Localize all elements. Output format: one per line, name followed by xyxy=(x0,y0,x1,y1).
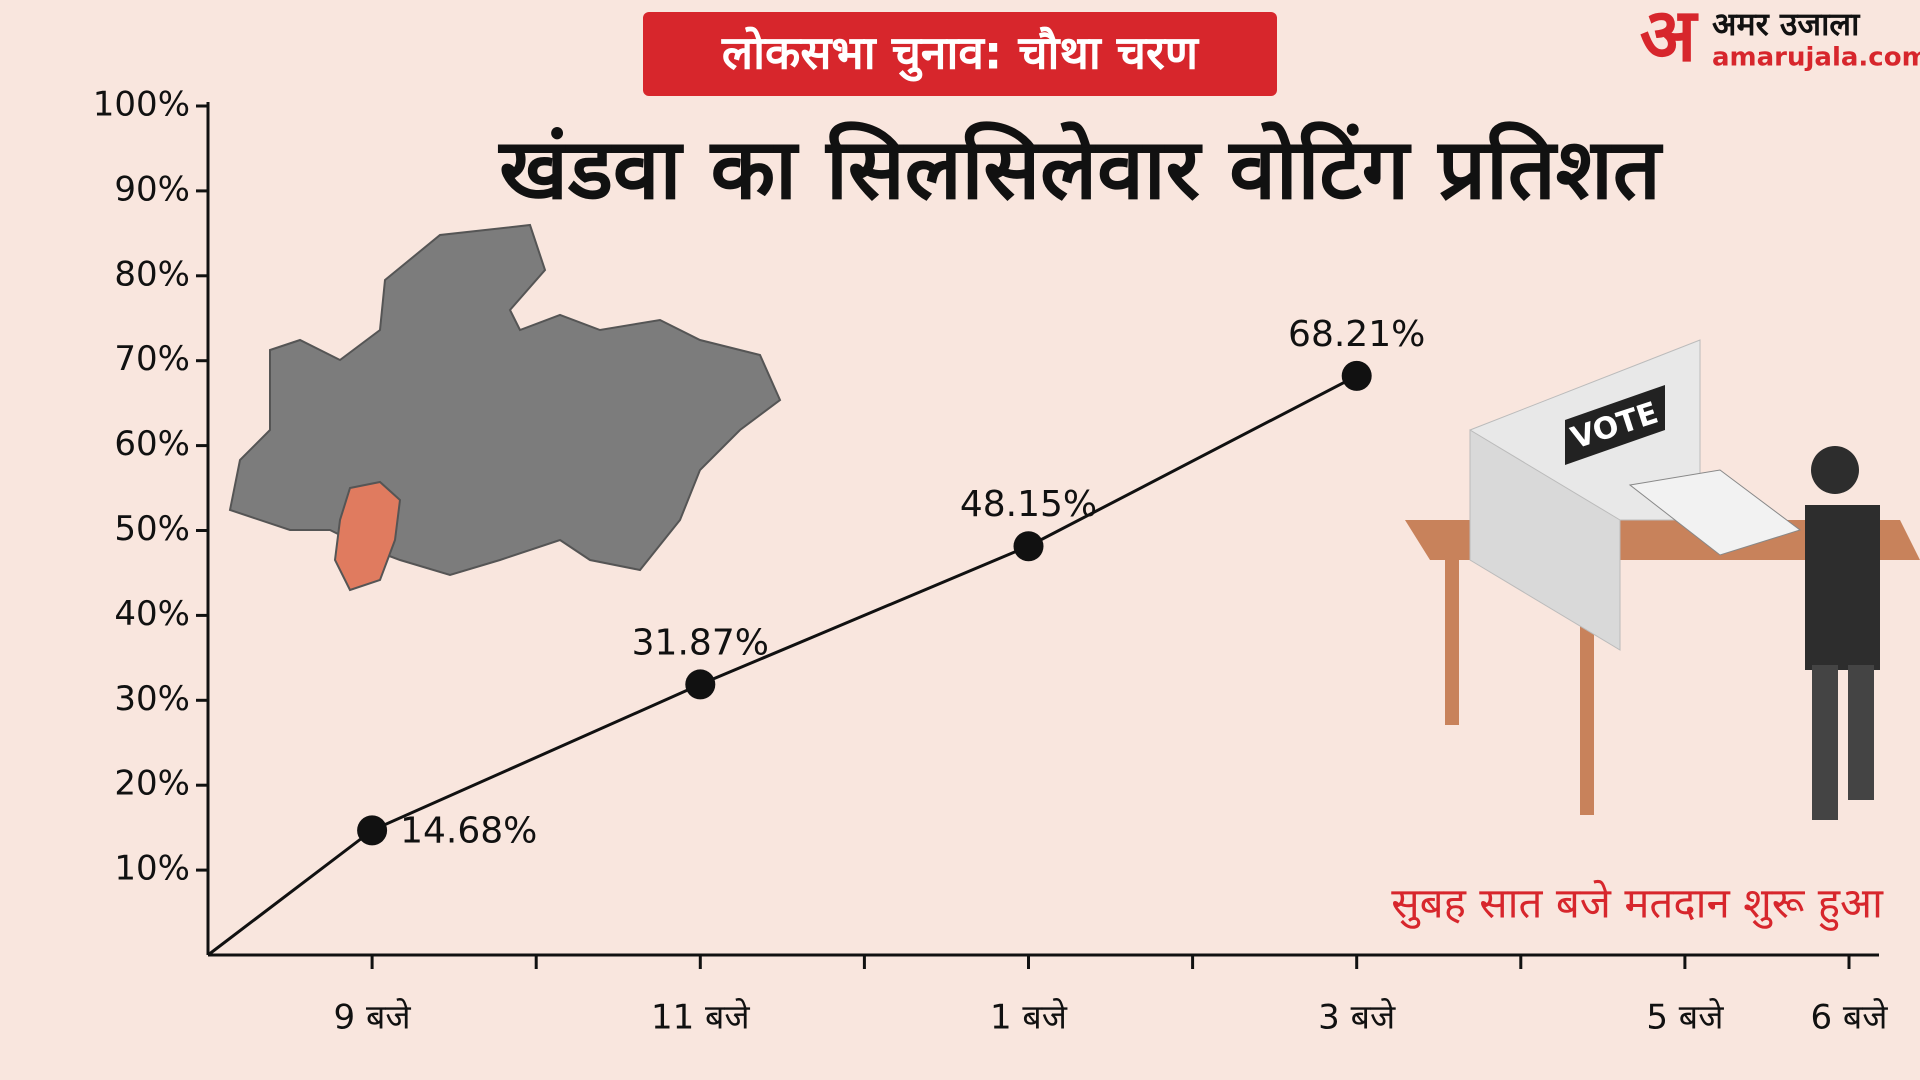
x-tick-label: 1 बजे xyxy=(990,998,1068,1038)
logo-site: amarujala.com xyxy=(1712,43,1920,73)
evm xyxy=(1628,469,1802,556)
data-point xyxy=(1013,531,1044,562)
voter-leg xyxy=(1848,665,1874,800)
voter-body xyxy=(1805,505,1880,670)
y-tick-label: 20% xyxy=(114,764,190,804)
y-tick-label: 70% xyxy=(114,339,190,379)
value-label: 14.68% xyxy=(400,810,537,851)
y-tick-label: 30% xyxy=(114,679,190,719)
x-tick-label: 9 बजे xyxy=(334,998,412,1038)
y-tick-label: 60% xyxy=(114,424,190,464)
table-leg xyxy=(1445,560,1459,725)
booth-sign xyxy=(1565,385,1665,465)
badge-text: लोकसभा चुनाव: चौथा चरण xyxy=(721,26,1200,83)
voter-head xyxy=(1811,446,1859,494)
map-district xyxy=(333,480,402,592)
value-label: 31.87% xyxy=(632,622,769,663)
data-point xyxy=(357,815,388,846)
y-tick-label: 40% xyxy=(114,594,190,634)
badge xyxy=(643,12,1277,96)
y-tick-label: 50% xyxy=(114,509,190,549)
x-tick-label: 6 बजे xyxy=(1810,998,1888,1038)
y-tick-label: 100% xyxy=(93,85,190,125)
data-point xyxy=(685,669,716,700)
logo-name: अमर उजाला xyxy=(1712,5,1861,43)
x-tick-label: 3 बजे xyxy=(1318,998,1396,1038)
y-tick-label: 80% xyxy=(114,254,190,294)
booth-side xyxy=(1469,429,1621,651)
map xyxy=(228,223,782,592)
x-tick-label: 5 बजे xyxy=(1646,998,1724,1038)
annotation: सुबह सात बजे मतदान शुरू हुआ xyxy=(1391,879,1884,932)
y-tick-label: 10% xyxy=(114,849,190,889)
x-tick-label: 11 बजे xyxy=(651,998,750,1038)
logo-mark: अ xyxy=(1640,0,1699,79)
y-tick-label: 90% xyxy=(114,169,190,209)
chart-title: खंडवा का सिलसिलेवार वोटिंग प्रतिशत xyxy=(497,120,1664,218)
value-label: 48.15% xyxy=(960,484,1097,525)
voting-booth: VOTE xyxy=(1405,339,1920,820)
data-point xyxy=(1341,360,1372,391)
voter-leg xyxy=(1812,665,1838,820)
value-label: 68.21% xyxy=(1288,314,1425,355)
